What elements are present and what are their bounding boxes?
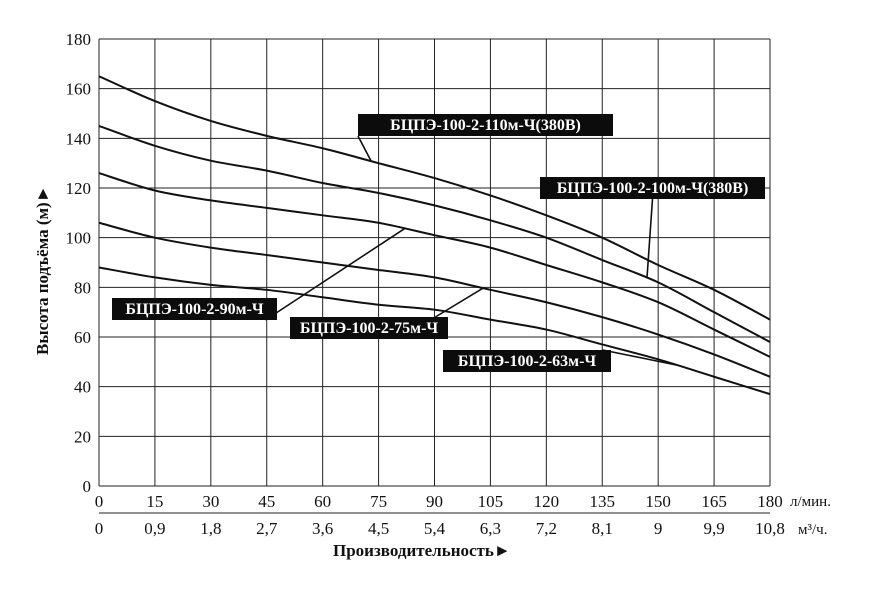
annotation-label-text: БЦПЭ-100-2-63м-Ч bbox=[458, 353, 597, 370]
x-tick-label-primary: 75 bbox=[370, 492, 387, 511]
x-tick-label-primary: 150 bbox=[645, 492, 671, 511]
series-line-4 bbox=[98, 221, 771, 378]
x-tick-label-secondary: 9 bbox=[654, 519, 663, 538]
x-tick-label-secondary: 5,4 bbox=[424, 519, 446, 538]
x-tick-label-secondary: 9,9 bbox=[703, 519, 724, 538]
x-tick-label-primary: 90 bbox=[426, 492, 443, 511]
y-tick-label: 40 bbox=[74, 378, 91, 397]
curves bbox=[98, 75, 771, 396]
series-line-5 bbox=[98, 266, 771, 396]
annotation-leader-line bbox=[646, 198, 654, 278]
y-axis-arrow-icon: ► bbox=[33, 185, 52, 202]
annotation-label-box bbox=[290, 317, 448, 339]
annotation-label-box bbox=[540, 177, 765, 199]
x-tick-label-secondary: 10,8 bbox=[755, 519, 785, 538]
x-tick-label-primary: 30 bbox=[202, 492, 219, 511]
x-tick-label-primary: 135 bbox=[590, 492, 616, 511]
annotation-label-box bbox=[358, 114, 613, 136]
x-tick-label-primary: 0 bbox=[95, 492, 104, 511]
y-tick-label: 80 bbox=[74, 278, 91, 297]
x-tick-label-primary: 15 bbox=[146, 492, 163, 511]
annotation-leaders bbox=[265, 135, 677, 366]
x-tick-label-secondary: 8,1 bbox=[592, 519, 613, 538]
x-tick-label-secondary: 0 bbox=[95, 519, 104, 538]
y-tick-label: 100 bbox=[66, 229, 92, 248]
series-line-1 bbox=[98, 75, 771, 321]
y-tick-label: 160 bbox=[66, 80, 92, 99]
x-tick-label-secondary: 3,6 bbox=[312, 519, 333, 538]
annotation-label-box bbox=[443, 350, 611, 372]
y-axis-title-text: Высота подъёма (м) bbox=[33, 202, 52, 355]
x-tick-label-secondary: 1,8 bbox=[200, 519, 221, 538]
x-tick-label-secondary: 7,2 bbox=[536, 519, 557, 538]
y-tick-label: 60 bbox=[74, 328, 91, 347]
annotation-label-text: БЦПЭ-100-2-90м-Ч bbox=[125, 301, 264, 318]
y-tick-label: 20 bbox=[74, 427, 91, 446]
x-tick-label-primary: 120 bbox=[534, 492, 560, 511]
annotation-leader-line bbox=[357, 135, 372, 162]
x-axis-title-text: Производительность bbox=[333, 541, 494, 560]
annotation-label-text: БЦПЭ-100-2-75м-Ч bbox=[300, 320, 439, 337]
x-units-primary: л/мин. bbox=[790, 494, 831, 510]
y-tick-label: 0 bbox=[83, 477, 92, 496]
x-tick-label-secondary: 4,5 bbox=[368, 519, 389, 538]
x-units-secondary: м³/ч. bbox=[798, 522, 827, 538]
annotation-label-text: БЦПЭ-100-2-100м-Ч(380В) bbox=[557, 180, 749, 197]
y-tick-label: 140 bbox=[66, 129, 92, 148]
annotation-label-box bbox=[112, 298, 277, 320]
y-axis-title: Высота подъёма (м)► bbox=[33, 185, 52, 355]
series-line-3 bbox=[98, 172, 771, 358]
x-tick-label-primary: 105 bbox=[478, 492, 504, 511]
annotation-labels: БЦПЭ-100-2-110м-Ч(380В) БЦПЭ-100-2-100м-Ч… bbox=[112, 114, 765, 372]
x-tick-labels: 0 0 15 0,9 30 1,8 45 2,7 60 3,6 75 4,5 90 5,4 105 6,3 12… bbox=[95, 492, 785, 538]
x-tick-label-primary: 165 bbox=[701, 492, 727, 511]
x-tick-label-secondary: 6,3 bbox=[480, 519, 501, 538]
y-tick-labels: 0 20 40 60 80 100 120 140 160 180 bbox=[66, 30, 92, 496]
x-axis-arrow-icon: ► bbox=[494, 541, 511, 560]
x-tick-label-primary: 45 bbox=[258, 492, 275, 511]
x-tick-label-primary: 180 bbox=[757, 492, 783, 511]
y-tick-label: 120 bbox=[66, 179, 92, 198]
y-tick-label: 180 bbox=[66, 30, 92, 49]
annotation-leader-line bbox=[434, 287, 484, 318]
x-tick-label-primary: 60 bbox=[314, 492, 331, 511]
annotation-leader-line bbox=[265, 227, 406, 321]
annotation-leader-line bbox=[602, 349, 677, 366]
x-tick-label-secondary: 2,7 bbox=[256, 519, 278, 538]
series-line-2 bbox=[98, 124, 771, 343]
x-axis-title: Производительность► bbox=[333, 541, 511, 560]
grid bbox=[98, 38, 771, 514]
x-tick-label-secondary: 0,9 bbox=[144, 519, 165, 538]
annotation-label-text: БЦПЭ-100-2-110м-Ч(380В) bbox=[390, 117, 581, 134]
